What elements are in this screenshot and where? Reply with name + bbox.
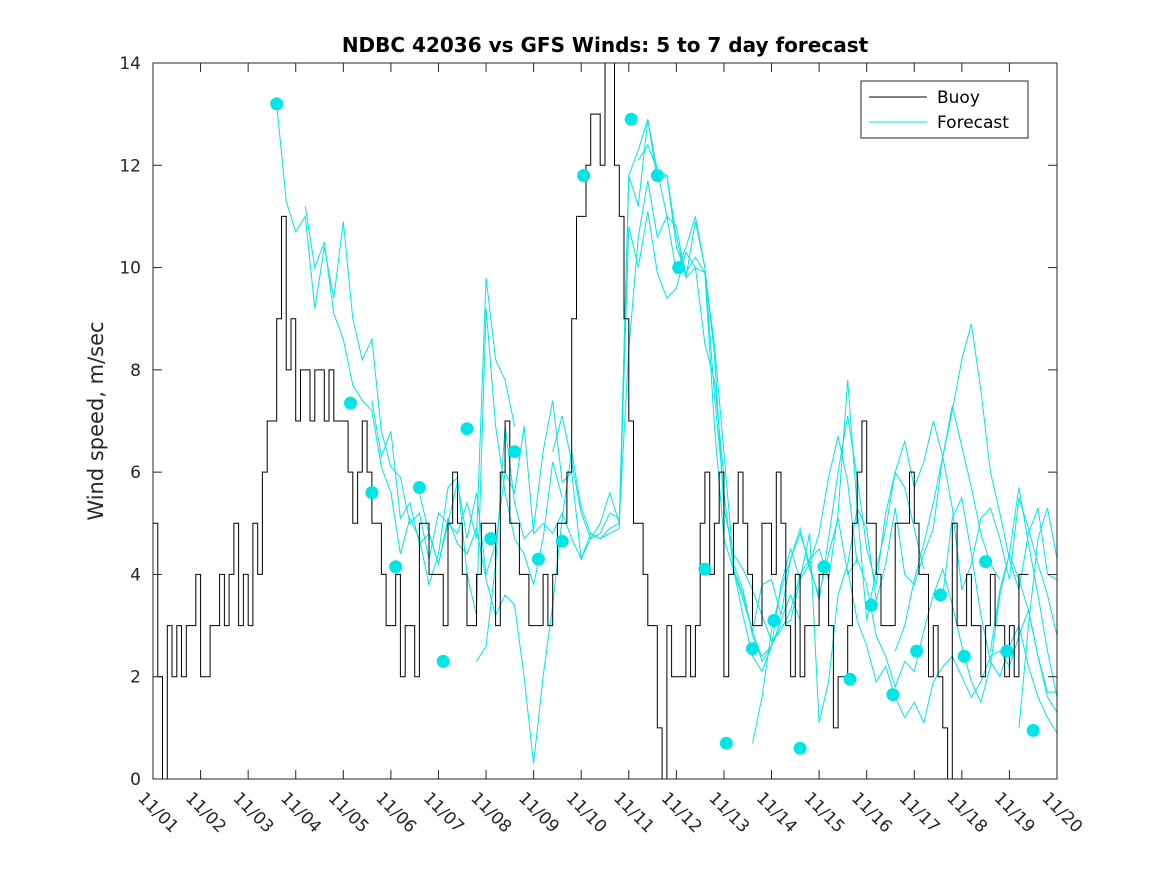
forecast-marker (910, 644, 924, 658)
forecast-line-6 (552, 211, 925, 631)
forecast-marker (531, 552, 545, 566)
forecast-marker (389, 560, 403, 574)
forecast-line-5 (476, 119, 858, 662)
axes-box (152, 62, 1058, 780)
forecast-marker (933, 588, 947, 602)
buoy-line (153, 63, 1029, 779)
forecast-marker (672, 261, 686, 275)
forecast-marker (436, 654, 450, 668)
y-tick-label: 8 (130, 361, 141, 381)
forecast-marker (767, 614, 781, 627)
forecast-marker (577, 169, 591, 182)
forecast-marker (270, 97, 284, 111)
chart-title: NDBC 42036 vs GFS Winds: 5 to 7 day fore… (342, 33, 869, 57)
y-tick-label: 14 (119, 54, 141, 74)
forecast-marker (719, 736, 733, 750)
forecast-marker (650, 169, 664, 182)
legend-buoy-label: Buoy (937, 88, 980, 108)
forecast-marker (365, 486, 379, 500)
forecast-marker (412, 481, 426, 494)
forecast-marker (624, 112, 638, 126)
buoy-line-group (153, 63, 1029, 779)
forecast-start-markers (270, 97, 1040, 755)
forecast-marker (957, 649, 971, 663)
forecast-line-8 (733, 420, 1058, 723)
forecast-marker (746, 642, 759, 656)
forecast-marker (1000, 644, 1014, 658)
y-tick-label: 4 (130, 565, 141, 585)
y-tick-label: 2 (130, 668, 141, 688)
forecast-marker (886, 688, 900, 702)
forecast-line-13 (989, 552, 1058, 713)
forecast-marker (843, 672, 857, 686)
forecast-line-12 (942, 496, 1058, 734)
forecast-line-7 (637, 143, 1001, 642)
y-tick-label: 10 (119, 259, 141, 279)
legend-box (860, 80, 1029, 139)
legend-forecast-label: Forecast (937, 113, 1009, 133)
forecast-marker (793, 741, 807, 755)
forecast-line-14 (1018, 507, 1058, 728)
forecast-marker (508, 445, 522, 459)
forecast-line-11 (894, 323, 1058, 652)
y-tick-label: 6 (130, 463, 141, 483)
forecast-marker (460, 422, 474, 436)
forecast-marker (864, 598, 878, 612)
legend: Buoy Forecast (860, 80, 1029, 139)
forecast-marker (817, 560, 831, 574)
forecast-marker (555, 534, 569, 548)
y-tick-label: 12 (119, 156, 141, 176)
y-axis-ticks: 0 2 4 6 8 10 12 14 (119, 54, 1057, 790)
forecast-marker (344, 396, 357, 410)
forecast-marker (698, 562, 712, 576)
y-axis-label: Wind speed, m/sec (84, 321, 108, 520)
forecast-marker (979, 555, 993, 569)
y-tick-label: 0 (130, 770, 141, 790)
forecast-line-4 (418, 119, 801, 764)
plot-area (153, 63, 1057, 779)
forecast-marker (1026, 723, 1040, 737)
forecast-marker (484, 532, 498, 546)
